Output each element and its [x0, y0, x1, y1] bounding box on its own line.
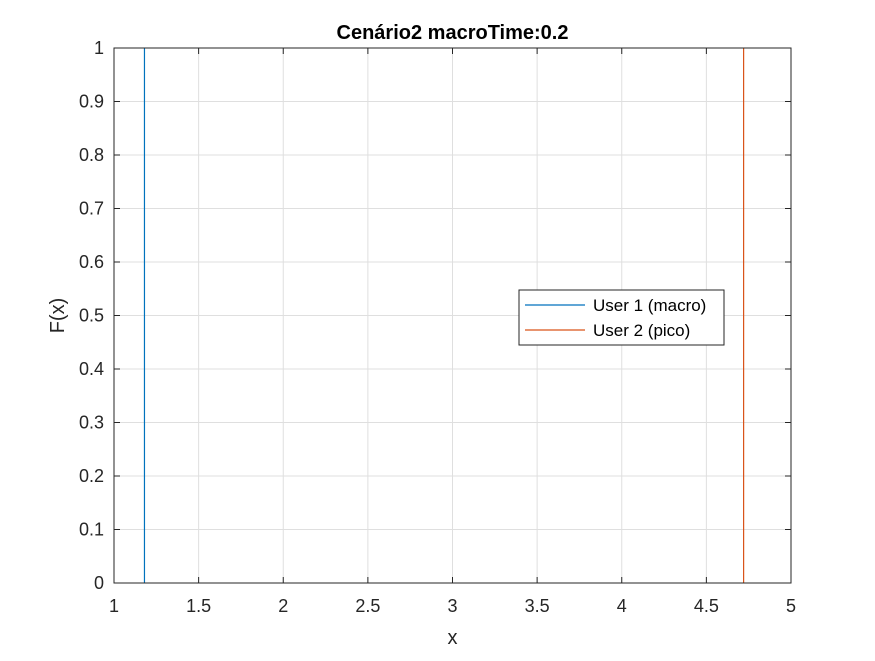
y-tick-label: 0.4 — [79, 359, 104, 379]
x-tick-label: 2.5 — [355, 596, 380, 616]
y-tick-label: 0.6 — [79, 252, 104, 272]
x-tick-label: 3.5 — [525, 596, 550, 616]
chart-title: Cenário2 macroTime:0.2 — [337, 22, 569, 44]
y-tick-label: 0 — [94, 573, 104, 593]
legend-label-1: User 1 (macro) — [593, 296, 706, 315]
y-tick-label: 1 — [94, 38, 104, 58]
y-tick-label: 0.9 — [79, 92, 104, 112]
x-tick-label: 4 — [617, 596, 627, 616]
x-tick-label: 2 — [278, 596, 288, 616]
legend-label-2: User 2 (pico) — [593, 321, 690, 340]
x-tick-label: 1.5 — [186, 596, 211, 616]
x-tick-label: 3 — [447, 596, 457, 616]
tick-layer: 1 1.5 2 2.5 3 3.5 4 4.5 5 0 0.1 0.2 0.3 0.4 0.5 0.6 0.7 0… — [79, 38, 796, 616]
series-layer — [143, 48, 745, 583]
y-tick-label: 0.3 — [79, 413, 104, 433]
legend: User 1 (macro) User 2 (pico) — [518, 289, 725, 346]
x-tick-label: 4.5 — [694, 596, 719, 616]
legend-box — [518, 289, 725, 346]
x-axis-label: x — [448, 627, 458, 649]
y-tick-label: 0.1 — [79, 520, 104, 540]
x-tick-label: 5 — [786, 596, 796, 616]
y-tick-label: 0.2 — [79, 466, 104, 486]
y-tick-label: 0.7 — [79, 199, 104, 219]
y-tick-label: 0.8 — [79, 145, 104, 165]
y-tick-label: 0.5 — [79, 306, 104, 326]
y-axis-label: F(x) — [47, 298, 69, 334]
x-tick-label: 1 — [109, 596, 119, 616]
